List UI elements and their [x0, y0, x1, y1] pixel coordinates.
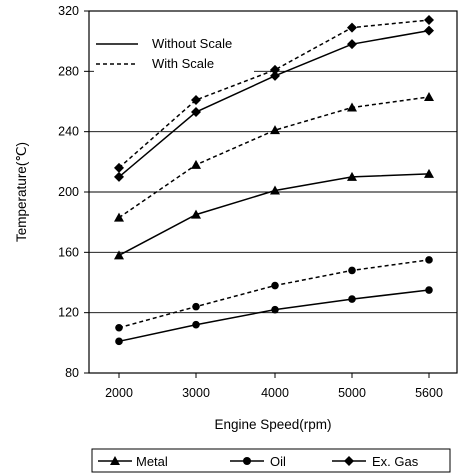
data-point-metal: [270, 185, 280, 195]
data-point-ex-gas: [424, 25, 434, 36]
data-point-oil: [115, 323, 123, 332]
line-style-label-dashed: With Scale: [152, 56, 214, 71]
data-point-metal: [424, 168, 434, 178]
y-tick-label: 80: [65, 366, 79, 380]
data-point-oil: [348, 266, 356, 275]
data-point-metal: [114, 212, 124, 222]
x-axis-ticks: 2000 3000 4000 5000 5600: [105, 373, 443, 400]
data-point-ex-gas: [347, 39, 357, 50]
series-line-metal-dashed: [118, 96, 430, 219]
x-axis-title: Engine Speed(rpm): [214, 417, 331, 432]
data-point-metal: [191, 159, 201, 169]
data-point-ex-gas: [347, 22, 357, 33]
data-point-metal: [191, 209, 201, 219]
data-point-oil: [271, 281, 279, 290]
x-tick-label: 4000: [261, 386, 289, 400]
data-point-oil: [425, 286, 433, 294]
data-point-oil: [425, 256, 433, 264]
data-point-ex-gas: [114, 171, 124, 182]
y-tick-label: 120: [58, 306, 79, 320]
series-line-oil-solid: [118, 289, 430, 343]
data-point-ex-gas: [424, 15, 434, 26]
data-point-ex-gas: [270, 70, 280, 81]
y-tick-label: 280: [58, 64, 79, 78]
series-line-oil-dashed: [118, 259, 430, 329]
y-tick-label: 240: [58, 125, 79, 139]
y-axis-ticks: 80 120 160 200 240 280 320: [58, 4, 89, 380]
legend: Metal Oil Ex. Gas: [91, 448, 451, 473]
triangle-marker-icon: [110, 456, 120, 465]
data-point-ex-gas: [191, 94, 201, 105]
data-point-metal: [114, 250, 124, 260]
data-point-metal: [424, 91, 434, 101]
diamond-marker-icon: [344, 456, 354, 466]
data-point-ex-gas: [191, 107, 201, 118]
y-tick-label: 160: [58, 245, 79, 259]
x-tick-label: 2000: [105, 386, 133, 400]
legend-label-metal: Metal: [136, 454, 168, 469]
data-point-metal: [347, 102, 357, 112]
data-point-metal: [347, 171, 357, 181]
data-point-oil: [192, 302, 200, 311]
x-tick-label: 5000: [338, 386, 366, 400]
line-style-label-solid: Without Scale: [152, 36, 232, 51]
legend-box: [91, 448, 451, 473]
circle-marker-icon: [243, 457, 251, 465]
legend-label-oil: Oil: [270, 454, 286, 469]
legend-label-ex-gas: Ex. Gas: [372, 454, 419, 469]
data-point-oil: [115, 337, 123, 346]
data-point-ex-gas: [114, 162, 124, 173]
x-tick-label: 5600: [415, 386, 443, 400]
data-point-ex-gas: [270, 64, 280, 75]
y-axis-title: Temperature(℃): [14, 142, 29, 242]
series-group: [114, 15, 434, 346]
line-style-key: Without Scale With Scale: [94, 34, 254, 74]
y-tick-label: 320: [58, 4, 79, 18]
data-point-metal: [270, 125, 280, 135]
y-tick-label: 200: [58, 185, 79, 199]
data-point-oil: [348, 295, 356, 303]
x-tick-label: 3000: [182, 386, 210, 400]
data-point-oil: [192, 320, 200, 329]
data-point-oil: [271, 305, 279, 314]
